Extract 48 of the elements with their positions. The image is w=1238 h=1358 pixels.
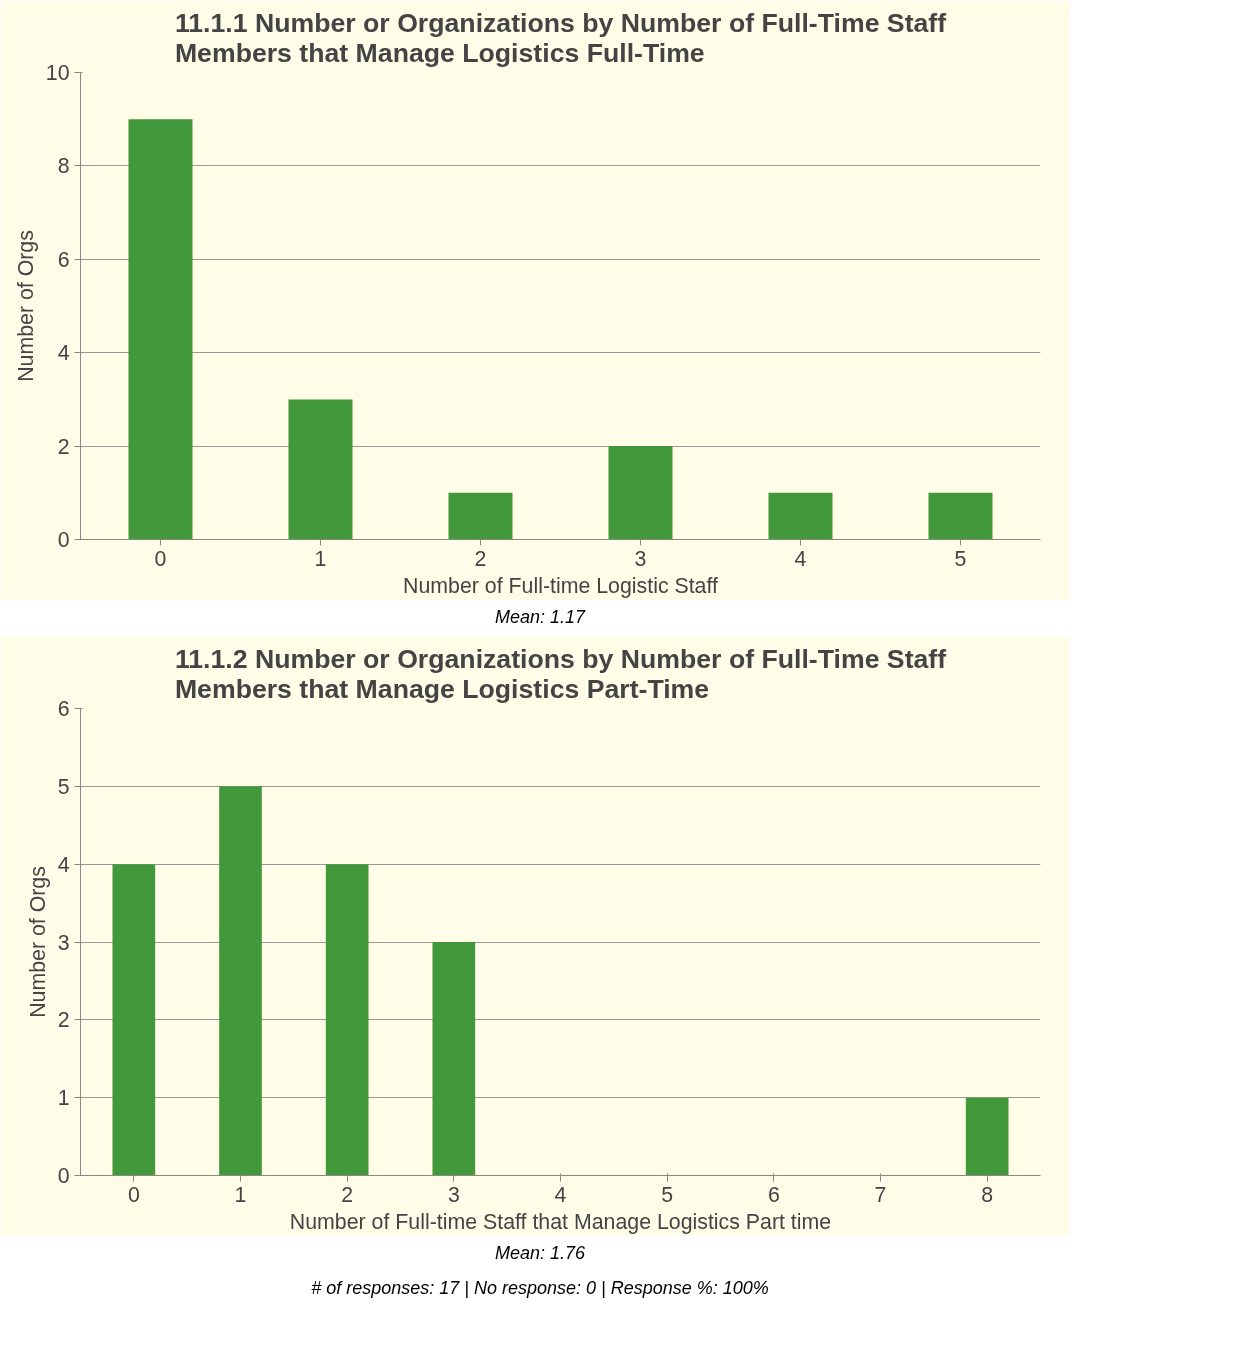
y-tick-label: 0 — [57, 528, 70, 552]
bar — [768, 492, 833, 540]
y-tick-label: 3 — [57, 930, 70, 955]
chart-title: 11.1.2 Number or Organizations by Number of Full-Time Staff Members that Manage Logistics Part-Time — [174, 643, 947, 704]
y-tick-label: 6 — [57, 696, 70, 721]
x-tick-label: 3 — [447, 1182, 460, 1207]
y-tick-label: 10 — [45, 61, 70, 85]
y-tick-label: 6 — [57, 247, 70, 272]
x-tick-label: 2 — [474, 546, 487, 571]
x-tick-label: 0 — [127, 1182, 140, 1207]
y-tick-label: 4 — [57, 852, 70, 877]
bar — [928, 492, 993, 540]
x-tick-label: 3 — [634, 546, 647, 571]
y-tick-label: 2 — [57, 434, 70, 459]
x-tick-label: 2 — [341, 1182, 354, 1207]
text: Mean: 1.17 — [494, 606, 586, 629]
x-tick-label: 6 — [767, 1182, 780, 1207]
x-axis-title: Number of Full-time Staff that Manage Logistics Part time — [289, 1209, 832, 1234]
y-tick-label: 8 — [57, 154, 70, 179]
x-tick-label: 5 — [661, 1182, 674, 1207]
text: Mean: 1.76 — [494, 1241, 586, 1265]
y-tick-label: 1 — [57, 1085, 70, 1110]
y-axis-title: Number of Orgs — [13, 230, 38, 382]
chart-title: 11.1.1 Number or Organizations by Number of Full-Time Staff Members that Manage Logistics Full-Time — [174, 7, 947, 68]
y-tick-label: 2 — [57, 1008, 70, 1033]
bar — [608, 446, 673, 540]
x-tick-label: 4 — [794, 546, 807, 571]
x-tick-label: 4 — [554, 1182, 567, 1207]
bar — [448, 492, 513, 540]
x-tick-label: 5 — [954, 546, 967, 571]
bar — [325, 863, 369, 1176]
bar — [219, 786, 262, 1176]
x-axis-title: Number of Full-time Logistic Staff — [403, 573, 719, 598]
y-tick-label: 4 — [57, 341, 70, 366]
y-tick-label: 5 — [57, 774, 70, 799]
x-tick-label: 7 — [874, 1182, 887, 1207]
bar — [112, 863, 156, 1176]
bar — [128, 119, 193, 540]
x-tick-label: 0 — [154, 546, 167, 571]
bar — [432, 941, 476, 1176]
y-tick-label: 0 — [57, 1163, 70, 1188]
bar — [965, 1097, 1009, 1176]
x-tick-label: 1 — [314, 546, 327, 571]
y-axis-title: Number of Orgs — [25, 865, 50, 1018]
x-tick-label: 8 — [981, 1182, 994, 1207]
text: # of responses: 17 | No response: 0 | Response %: 100% — [311, 1277, 769, 1301]
x-tick-label: 1 — [234, 1182, 247, 1207]
bar — [288, 399, 353, 540]
